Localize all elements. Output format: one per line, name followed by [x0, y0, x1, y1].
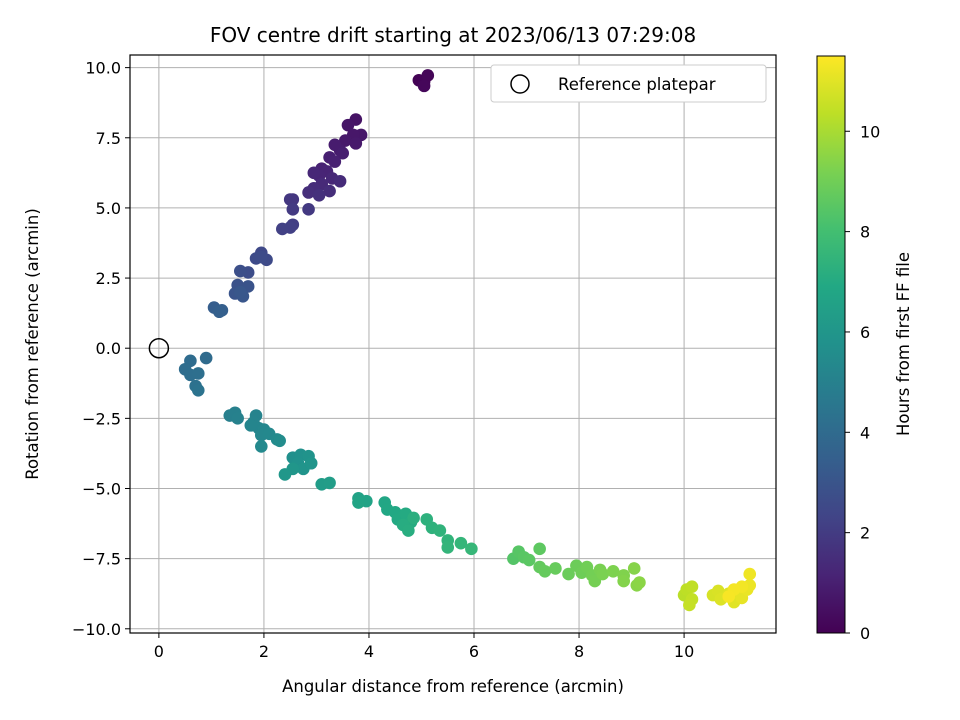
data-points	[178, 69, 757, 612]
data-point	[562, 567, 575, 581]
x-tick-label: 0	[154, 642, 164, 661]
reference-marker	[148, 337, 170, 359]
data-point	[276, 222, 289, 236]
grid-lines	[130, 55, 776, 633]
data-point	[328, 138, 342, 152]
colorbar-tick-label: 4	[860, 423, 870, 442]
legend-entry: Reference platepar	[558, 75, 716, 94]
data-point	[722, 590, 736, 603]
data-point	[302, 186, 315, 199]
x-tick-label: 4	[364, 642, 374, 661]
data-point	[312, 188, 326, 202]
data-point	[683, 598, 696, 612]
y-axis-ticks: −10.0 −7.5 −5.0 −2.5 0.0 2.5 5.0 7.5 10.0	[72, 59, 130, 639]
data-point	[244, 419, 258, 432]
colorbar-label: Hours from first FF file	[894, 252, 913, 436]
data-point	[273, 434, 286, 448]
data-point	[627, 562, 641, 575]
legend: Reference platepar	[490, 64, 767, 103]
data-point	[433, 524, 447, 537]
data-point	[323, 476, 336, 490]
data-point	[286, 203, 300, 216]
data-point	[685, 580, 699, 594]
data-point	[441, 541, 455, 554]
data-point	[255, 250, 268, 264]
colorbar-tick-label: 10	[860, 122, 880, 141]
x-axis-ticks: 0 2 4 6 8 10	[154, 633, 694, 661]
data-point	[533, 542, 546, 556]
data-point	[454, 536, 468, 550]
reference-point-marker	[148, 337, 170, 359]
y-axis-label: Rotation from reference (arcmin)	[23, 208, 42, 480]
data-point	[743, 567, 757, 581]
data-point	[212, 305, 226, 319]
y-tick-label: −5.0	[82, 480, 121, 499]
data-point	[191, 383, 205, 397]
colorbar-gradient	[816, 55, 846, 634]
data-point	[323, 184, 336, 198]
y-tick-label: −10.0	[72, 620, 121, 639]
data-point	[199, 351, 213, 365]
data-point	[633, 576, 646, 589]
data-point	[304, 456, 318, 470]
data-point	[336, 146, 350, 160]
data-point	[606, 564, 620, 578]
data-point	[328, 155, 342, 168]
data-point	[339, 134, 352, 147]
y-tick-label: 0.0	[96, 339, 121, 358]
colorbar-tick-label: 6	[860, 323, 870, 342]
data-point	[233, 264, 247, 278]
colorbar-tick-label: 2	[860, 524, 870, 543]
data-point	[255, 440, 268, 453]
data-point	[465, 542, 478, 556]
data-point	[407, 511, 420, 525]
data-point	[307, 166, 321, 180]
y-tick-label: 7.5	[96, 129, 121, 148]
chart-title: FOV centre drift starting at 2023/06/13 …	[210, 23, 696, 47]
legend-marker-icon	[510, 74, 530, 94]
x-tick-label: 8	[574, 642, 584, 661]
data-point	[283, 193, 297, 206]
colorbar: 0 2 4 6 8 10 Hours from first FF file	[816, 55, 913, 643]
y-tick-label: 10.0	[85, 59, 121, 78]
colorbar-ticks: 0 2 4 6 8 10	[845, 122, 880, 643]
data-point	[233, 285, 247, 299]
x-tick-label: 10	[674, 642, 694, 661]
data-point	[421, 69, 435, 82]
data-point	[549, 562, 562, 575]
data-point	[191, 367, 205, 380]
data-point	[231, 412, 244, 425]
data-point	[538, 564, 552, 578]
data-point	[417, 79, 431, 93]
colorbar-tick-label: 8	[860, 223, 870, 242]
data-point	[349, 137, 363, 150]
data-point	[302, 203, 315, 216]
data-point	[352, 496, 365, 509]
y-tick-label: 2.5	[96, 269, 121, 288]
y-tick-label: 5.0	[96, 199, 121, 218]
data-point	[617, 574, 630, 588]
data-point	[341, 118, 355, 132]
y-tick-label: −2.5	[82, 409, 121, 428]
x-axis-label: Angular distance from reference (arcmin)	[282, 677, 624, 696]
x-tick-label: 2	[259, 642, 269, 661]
colorbar-tick-label: 0	[860, 624, 870, 643]
y-tick-label: −7.5	[82, 550, 121, 569]
data-point	[278, 468, 292, 481]
data-point	[596, 567, 609, 581]
data-point	[333, 174, 347, 188]
data-point	[402, 524, 415, 537]
plot-frame	[129, 54, 777, 634]
legend-box	[490, 64, 767, 103]
data-point	[522, 553, 536, 567]
x-tick-label: 6	[469, 642, 479, 661]
